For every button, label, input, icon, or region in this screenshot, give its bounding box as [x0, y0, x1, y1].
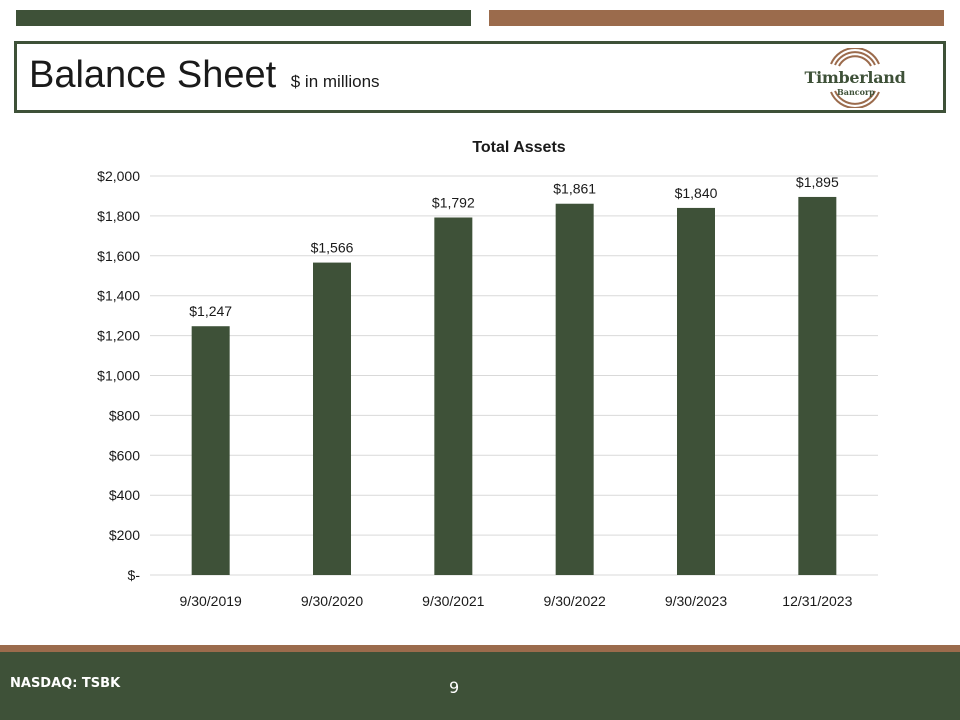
bar: [798, 196, 837, 575]
bar: [677, 207, 715, 576]
y-tick-label: $600: [109, 447, 140, 463]
page-title: Balance Sheet $ in millions: [29, 54, 380, 97]
page-subtitle: $ in millions: [290, 72, 380, 91]
y-tick-label: $1,800: [97, 208, 140, 224]
x-tick-label: 9/30/2021: [422, 593, 484, 609]
logo-name: Timberland: [804, 68, 906, 87]
y-tick-label: $-: [128, 567, 141, 583]
total-assets-chart: Total Assets $- $200 $400 $600 $800 $1,000 $1,2…: [97, 139, 878, 609]
data-label: $1,566: [311, 240, 354, 256]
bar: [191, 326, 230, 575]
x-tick-label: 9/30/2022: [544, 593, 606, 609]
timberland-logo: Timberland Bancorp: [801, 47, 909, 109]
bar: [313, 262, 351, 575]
chart-title: Total Assets: [472, 139, 565, 156]
footer-bar: NASDAQ: TSBK 9: [0, 652, 960, 720]
tree-rings-icon: [830, 47, 880, 109]
footer-accent-bar: [0, 645, 960, 652]
y-tick-label: $2,000: [97, 168, 140, 184]
data-label: $1,840: [675, 185, 718, 201]
y-tick-label: $1,200: [97, 328, 140, 344]
y-tick-label: $1,000: [97, 368, 140, 384]
y-tick-label: $200: [109, 527, 140, 543]
x-tick-label: 9/30/2023: [665, 593, 727, 609]
data-label: $1,792: [432, 194, 475, 210]
data-label: $1,861: [553, 181, 596, 197]
ticker-label: NASDAQ: TSBK: [10, 676, 121, 691]
bar: [434, 217, 473, 575]
x-tick-label: 9/30/2019: [180, 593, 242, 609]
top-accent-bar-green: [16, 10, 471, 26]
y-tick-label: $1,400: [97, 288, 140, 304]
title-box: Balance Sheet $ in millions Timberland B…: [14, 41, 946, 113]
x-tick-label: 12/31/2023: [782, 593, 852, 609]
page-number: 9: [449, 678, 460, 697]
y-tick-label: $1,600: [97, 248, 140, 264]
bar: [555, 203, 594, 575]
page-title-text: Balance Sheet: [29, 54, 277, 96]
x-tick-label: 9/30/2020: [301, 593, 363, 609]
logo-subname: Bancorp: [837, 87, 875, 97]
data-label: $1,247: [189, 303, 232, 319]
data-label: $1,895: [796, 174, 839, 190]
y-tick-label: $400: [109, 487, 140, 503]
y-tick-label: $800: [109, 407, 140, 423]
top-accent-bar-brown: [489, 10, 944, 26]
